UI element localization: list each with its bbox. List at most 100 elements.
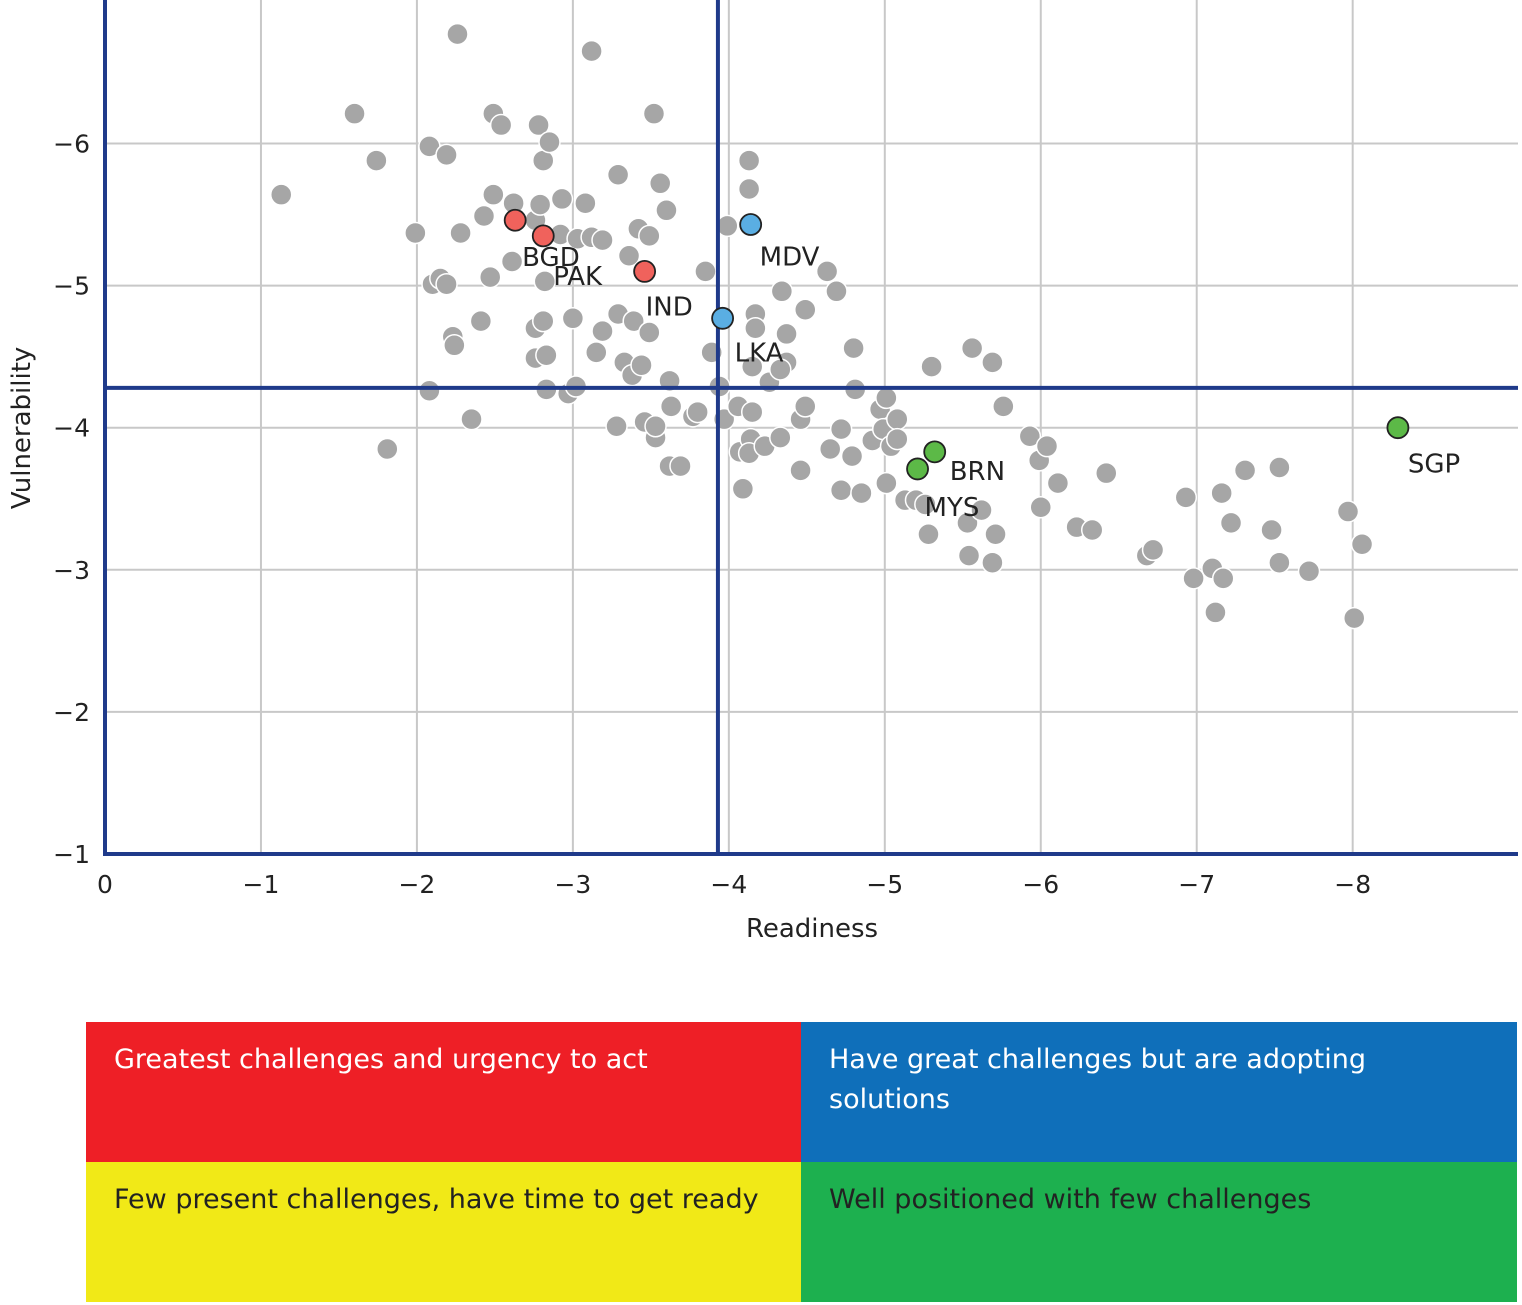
data-point <box>818 437 842 461</box>
y-axis-label: Vulnerability <box>7 347 37 510</box>
data-point <box>886 427 909 451</box>
data-point <box>886 407 909 431</box>
data-point <box>1233 459 1257 482</box>
highlighted-point-mdv <box>739 213 763 236</box>
data-point <box>1297 559 1321 583</box>
data-point <box>694 260 717 283</box>
data-point <box>435 272 458 296</box>
data-point <box>1141 538 1165 562</box>
data-point <box>775 322 798 346</box>
data-point <box>1268 456 1291 479</box>
data-point <box>528 193 552 216</box>
data-point <box>585 341 608 364</box>
data-point <box>472 204 496 228</box>
data-point <box>1035 434 1059 458</box>
data-point <box>580 39 603 63</box>
tick-labels: 0 −1 −2 −3 −4 −5 −6 −7 −8−1−2−3−4−5−6 <box>53 130 1371 899</box>
data-point <box>591 228 614 252</box>
data-point <box>533 270 557 293</box>
data-point <box>655 199 678 222</box>
point-label-mys: MYS <box>925 493 980 523</box>
data-point <box>1350 532 1374 556</box>
data-point <box>446 22 469 46</box>
highlighted-point-bgd <box>503 208 527 232</box>
data-point <box>638 224 661 248</box>
data-point <box>418 379 441 403</box>
data-point <box>914 493 937 516</box>
data-point <box>269 183 293 206</box>
data-point <box>770 280 794 303</box>
x-tick-label: −1 <box>243 870 280 899</box>
data-point <box>686 400 709 424</box>
point-label-bgd: BGD <box>522 243 580 273</box>
highlighted-point-pak <box>531 224 555 248</box>
point-label-lka: LKA <box>735 338 784 368</box>
data-point <box>740 400 764 424</box>
data-point <box>460 407 483 431</box>
data-point <box>1080 518 1104 542</box>
data-point <box>825 280 848 303</box>
data-point <box>642 102 666 125</box>
data-point <box>840 444 864 468</box>
data-point <box>920 355 943 378</box>
point-label-mdv: MDV <box>760 243 820 273</box>
x-tick-label: −2 <box>398 870 435 899</box>
data-point <box>744 316 767 340</box>
data-point <box>561 307 585 330</box>
data-point <box>1018 424 1042 448</box>
data-point <box>638 321 661 344</box>
data-point <box>1211 567 1235 590</box>
highlighted-point-ind <box>633 260 657 283</box>
data-point <box>1219 511 1243 535</box>
data-point <box>538 130 561 154</box>
data-point <box>478 265 502 289</box>
data-point <box>960 336 984 360</box>
y-tick-label: −1 <box>53 840 90 869</box>
highlighted-point-brn <box>923 440 947 464</box>
legend-yellow-text: Few present challenges, have time to get… <box>114 1184 759 1215</box>
data-point <box>794 395 817 418</box>
data-point <box>1336 500 1360 523</box>
scatter-chart: 0 −1 −2 −3 −4 −5 −6 −7 −8−1−2−3−4−5−6 BGDPAKINDM… <box>7 0 1518 944</box>
y-tick-label: −6 <box>53 130 90 159</box>
legend-green-text: Well positioned with few challenges <box>829 1184 1312 1215</box>
data-point <box>659 395 683 418</box>
data-point <box>737 149 761 172</box>
data-point <box>449 221 472 245</box>
data-point <box>769 358 792 381</box>
data-point <box>1342 606 1366 630</box>
gridlines <box>105 0 1518 854</box>
data-point <box>482 183 505 206</box>
highlighted-point-sgp <box>1386 416 1410 440</box>
data-point <box>875 386 898 410</box>
data-point <box>875 471 898 495</box>
data-point <box>789 459 812 482</box>
data-point <box>531 309 555 333</box>
data-point <box>669 454 692 478</box>
data-point <box>716 214 739 238</box>
data-point <box>365 149 388 172</box>
x-tick-label: 0 <box>97 870 113 899</box>
data-point <box>489 113 513 137</box>
data-point <box>535 343 558 367</box>
axes <box>103 0 1518 856</box>
x-axis-label: Readiness <box>746 914 878 944</box>
legend-green: Well positioned with few challenges <box>801 1162 1517 1302</box>
y-tick-label: −4 <box>53 414 90 443</box>
data-point <box>769 426 792 449</box>
data-point <box>443 334 466 357</box>
point-label-sgp: SGP <box>1408 450 1460 480</box>
legend-red-text: Greatest challenges and urgency to act <box>114 1044 648 1075</box>
y-tick-label: −5 <box>53 272 90 301</box>
legend-blue-text: Have great challenges but are adopting s… <box>829 1044 1366 1115</box>
data-point <box>957 544 981 567</box>
data-point <box>737 177 761 201</box>
data-point <box>1260 518 1283 542</box>
x-tick-label: −5 <box>866 870 903 899</box>
quadrant-legend: Greatest challenges and urgency to act H… <box>86 1022 1517 1302</box>
data-point <box>648 172 672 195</box>
x-tick-label: −7 <box>1178 870 1215 899</box>
highlighted-point-lka <box>711 306 735 330</box>
data-point <box>829 417 853 441</box>
data-point <box>606 163 630 187</box>
